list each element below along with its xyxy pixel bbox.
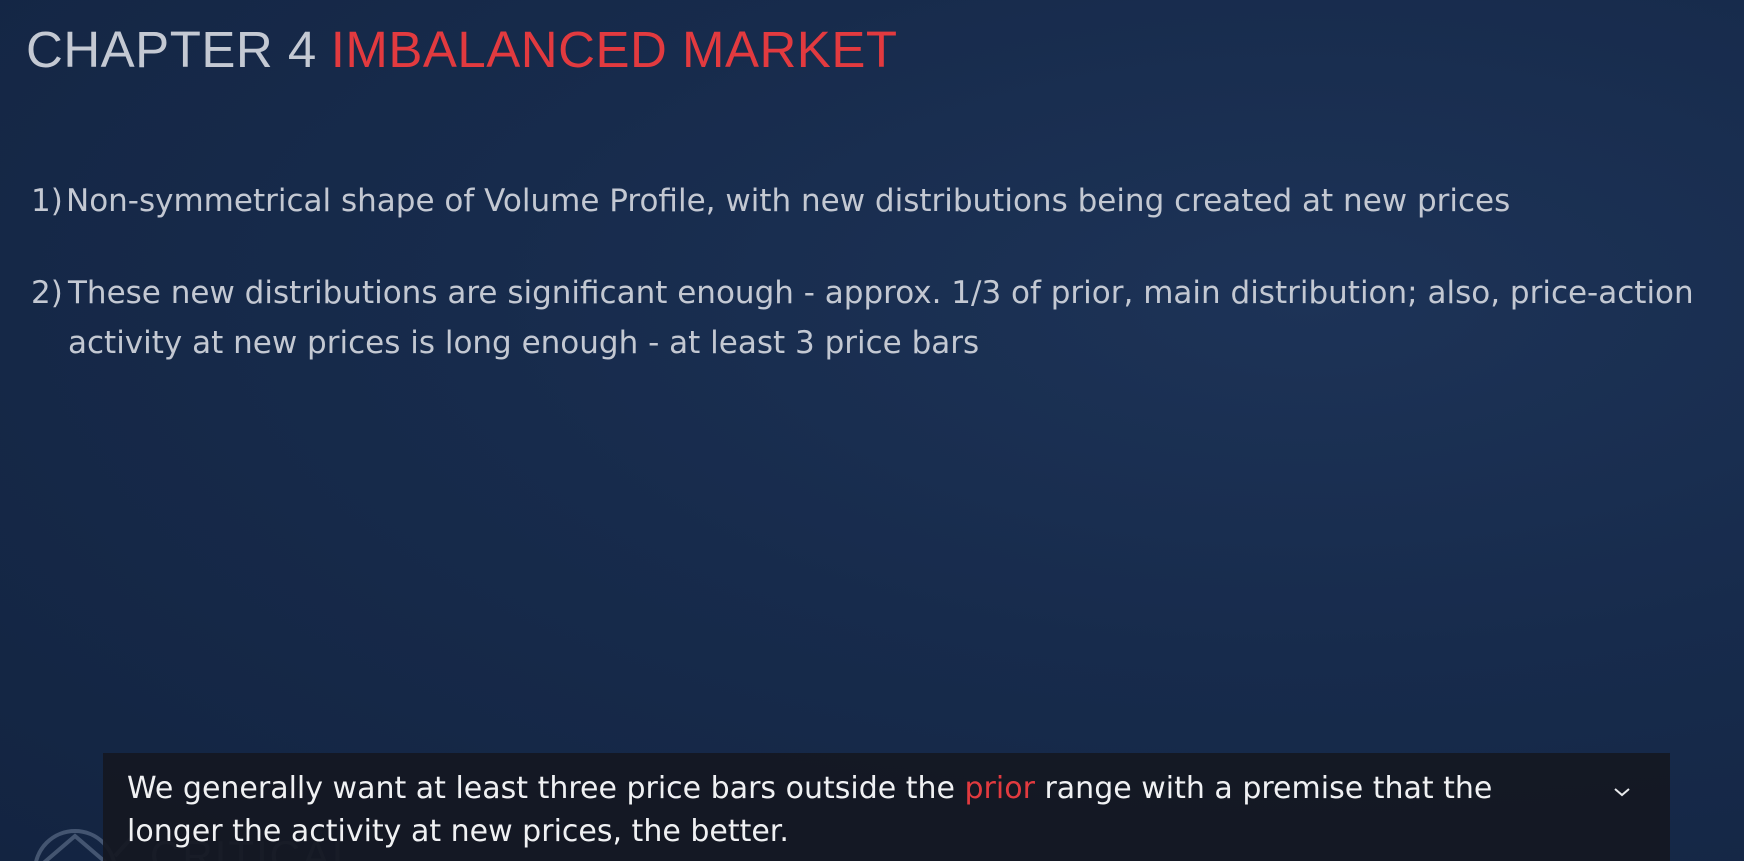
point-text: These new distributions are significant … — [68, 275, 1694, 361]
header: CHAPTER 4 IMBALANCED MARKET — [26, 20, 898, 79]
expand-chevron[interactable] — [1611, 783, 1633, 801]
chapter-title: IMBALANCED MARKET — [330, 21, 898, 78]
caption-box: We generally want at least three price b… — [103, 753, 1670, 861]
point-text: Non-symmetrical shape of Volume Profile,… — [66, 183, 1511, 219]
caption-text: We generally want at least three price b… — [127, 767, 1527, 853]
chapter-label: CHAPTER 4 — [26, 21, 317, 78]
point: 2) These new distributions are significan… — [31, 268, 1731, 368]
point-number: 1) — [31, 183, 63, 219]
point-number: 2) — [31, 275, 63, 311]
point: 1) Non-symmetrical shape of Volume Profil… — [31, 176, 1731, 226]
caption-highlight[interactable]: prior — [964, 771, 1035, 806]
caption-part: range with a premise that the longer the… — [127, 771, 1493, 849]
caption-part: We generally want at least three price b… — [127, 771, 955, 806]
